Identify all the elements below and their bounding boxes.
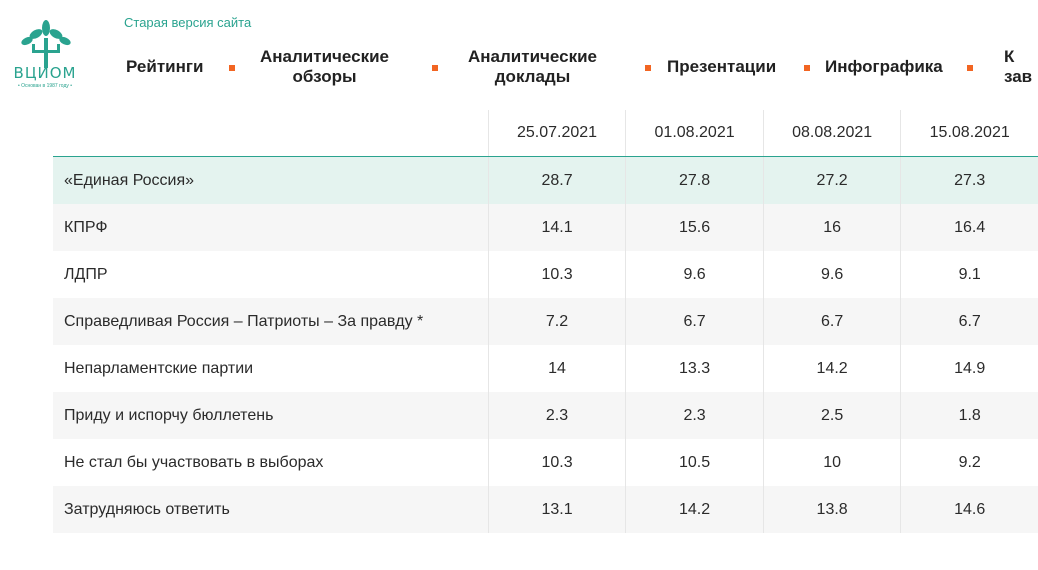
nav-separator	[967, 65, 973, 71]
cell-value: 6.7	[900, 298, 1038, 345]
cell-value: 10.5	[625, 439, 764, 486]
cell-value: 14	[487, 345, 626, 392]
nav-separator	[645, 65, 651, 71]
logo-text: ВЦИОМ	[13, 64, 77, 82]
cell-value: 14.6	[900, 486, 1038, 533]
header-cell-empty	[53, 110, 489, 157]
nav-ratings[interactable]: Рейтинги	[126, 57, 204, 76]
cell-value: 14.1	[487, 204, 626, 251]
table-row: «Единая Россия» 28.7 27.8 27.2 27.3	[53, 156, 1038, 204]
results-table: 25.07.2021 01.08.2021 08.08.2021 15.08.2…	[53, 110, 1038, 533]
table-row: Затрудняюсь ответить 13.1 14.2 13.8 14.6	[53, 486, 1038, 533]
cell-value: 28.7	[487, 156, 626, 204]
row-label: Не стал бы участвовать в выборах	[64, 453, 324, 471]
column-header: 15.08.2021	[900, 110, 1038, 157]
cell-value: 16.4	[900, 204, 1038, 251]
cell-value: 10.3	[487, 439, 626, 486]
cell-value: 13.3	[625, 345, 764, 392]
nav-analytical-reviews[interactable]: Аналитические обзоры	[260, 47, 389, 86]
cell-value: 6.7	[762, 298, 901, 345]
table-row: Не стал бы участвовать в выборах 10.3 10…	[53, 439, 1038, 486]
cell-value: 16	[762, 204, 901, 251]
cell-value: 13.8	[762, 486, 901, 533]
nav-separator	[804, 65, 810, 71]
cell-value: 14.2	[762, 345, 901, 392]
cell-value: 7.2	[487, 298, 626, 345]
table-header-row: 25.07.2021 01.08.2021 08.08.2021 15.08.2…	[53, 110, 1038, 157]
cell-value: 9.1	[900, 251, 1038, 298]
table-row: Справедливая Россия – Патриоты – За прав…	[53, 298, 1038, 345]
cell-value: 6.7	[625, 298, 764, 345]
nav-item-truncated[interactable]: К зав	[1004, 47, 1033, 86]
cell-value: 2.3	[625, 392, 764, 439]
row-label: Приду и испорчу бюллетень	[53, 392, 489, 439]
cell-value: 13.1	[487, 486, 626, 533]
table-row: КПРФ 14.1 15.6 16 16.4	[53, 204, 1038, 251]
nav-infographics[interactable]: Инфографика	[825, 57, 943, 76]
row-label: Затрудняюсь ответить	[53, 486, 489, 533]
cell-value: 10	[762, 439, 901, 486]
cell-value: 27.3	[900, 156, 1038, 204]
cell-value: 2.3	[487, 392, 626, 439]
row-label: «Единая Россия»	[53, 156, 489, 204]
table-row: Непарламентские партии 14 13.3 14.2 14.9	[53, 345, 1038, 392]
nav-separator	[229, 65, 235, 71]
nav-analytical-reports[interactable]: Аналитические доклады	[468, 47, 597, 86]
nav-separator	[432, 65, 438, 71]
table-row: Приду и испорчу бюллетень 2.3 2.3 2.5 1.…	[53, 392, 1038, 439]
cell-value: 27.8	[625, 156, 764, 204]
cell-value: 9.2	[900, 439, 1038, 486]
row-label: Справедливая Россия – Патриоты – За прав…	[53, 298, 489, 345]
column-header: 01.08.2021	[625, 110, 764, 157]
cell-value: 14.9	[900, 345, 1038, 392]
row-label: Непарламентские партии	[64, 359, 254, 377]
table-row: ЛДПР 10.3 9.6 9.6 9.1	[53, 251, 1038, 298]
row-label: КПРФ	[53, 204, 489, 251]
cell-value: 14.2	[625, 486, 764, 533]
column-header: 08.08.2021	[762, 110, 901, 157]
tree-logo-icon	[21, 20, 71, 68]
cell-value: 27.2	[762, 156, 901, 204]
cell-value: 1.8	[900, 392, 1038, 439]
nav-presentations[interactable]: Презентации	[667, 57, 777, 76]
cell-value: 9.6	[625, 251, 764, 298]
cell-value: 2.5	[762, 392, 901, 439]
logo-subtitle: • Основан в 1987 году •	[17, 83, 73, 89]
column-header: 25.07.2021	[487, 110, 626, 157]
cell-value: 10.3	[487, 251, 626, 298]
cell-value: 9.6	[762, 251, 901, 298]
cell-value: 15.6	[625, 204, 764, 251]
old-version-link[interactable]: Старая версия сайта	[124, 15, 252, 30]
row-label: ЛДПР	[64, 265, 108, 283]
